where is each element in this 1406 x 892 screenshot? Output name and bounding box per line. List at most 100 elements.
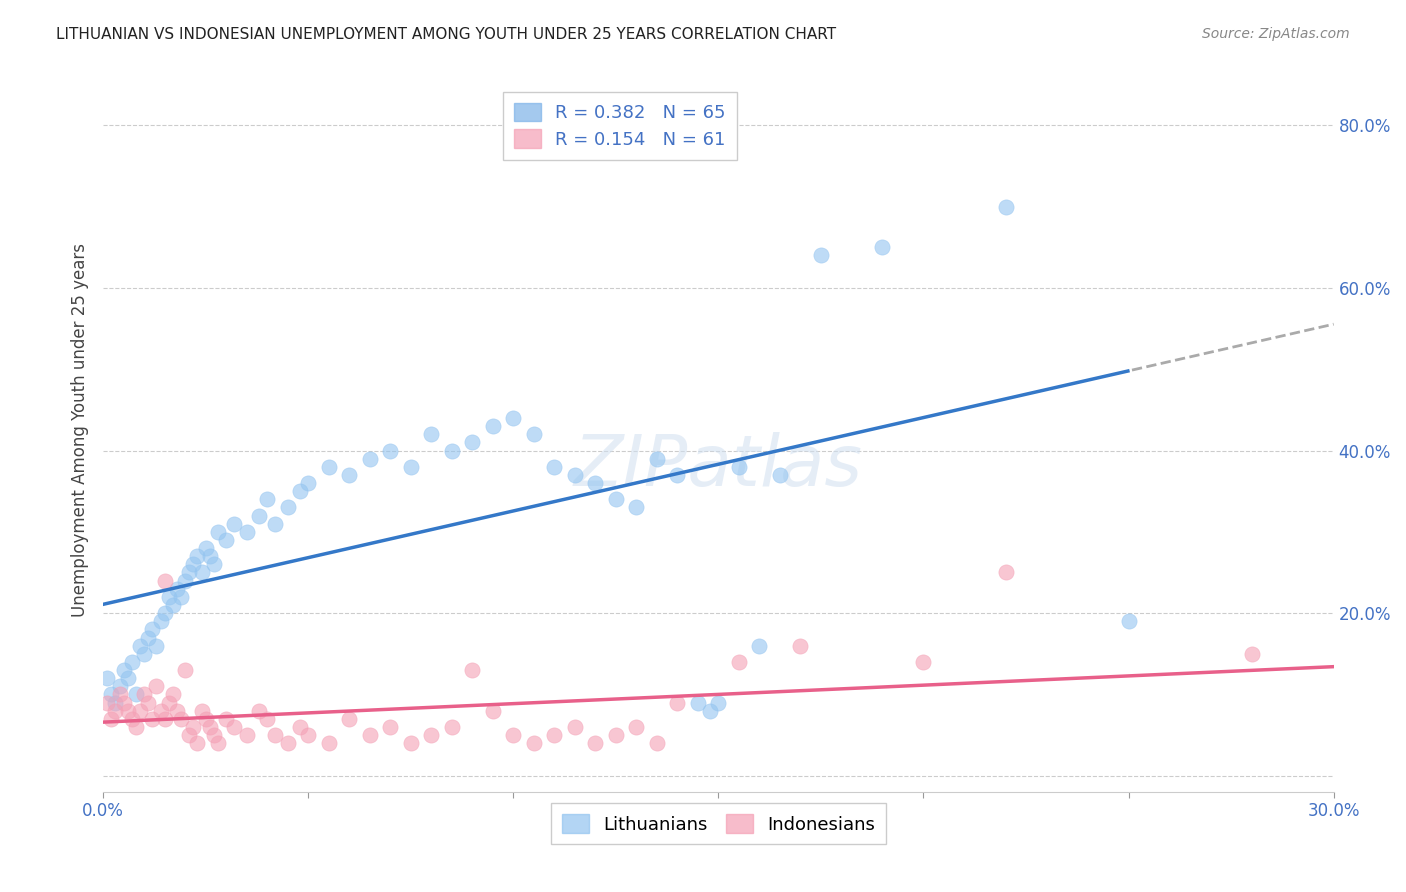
Text: Source: ZipAtlas.com: Source: ZipAtlas.com <box>1202 27 1350 41</box>
Point <box>912 655 935 669</box>
Point <box>162 688 184 702</box>
Point <box>108 679 131 693</box>
Point <box>112 663 135 677</box>
Point <box>136 631 159 645</box>
Point <box>769 467 792 482</box>
Point <box>380 720 402 734</box>
Point <box>112 696 135 710</box>
Point <box>170 712 193 726</box>
Y-axis label: Unemployment Among Youth under 25 years: Unemployment Among Youth under 25 years <box>72 244 89 617</box>
Point <box>810 248 832 262</box>
Point <box>157 590 180 604</box>
Point <box>235 524 257 539</box>
Point <box>145 679 167 693</box>
Point <box>202 728 225 742</box>
Point <box>224 516 246 531</box>
Point <box>166 582 188 596</box>
Point <box>748 639 770 653</box>
Point <box>728 655 751 669</box>
Point <box>247 508 270 523</box>
Point <box>1240 647 1263 661</box>
Point <box>994 200 1017 214</box>
Point <box>288 720 311 734</box>
Point <box>626 720 648 734</box>
Point <box>136 696 159 710</box>
Point <box>645 736 668 750</box>
Point <box>645 451 668 466</box>
Point <box>174 663 197 677</box>
Point <box>264 516 287 531</box>
Point <box>141 623 163 637</box>
Point <box>153 574 176 588</box>
Legend: Lithuanians, Indonesians: Lithuanians, Indonesians <box>551 804 886 845</box>
Point <box>100 688 122 702</box>
Point <box>166 704 188 718</box>
Point <box>461 663 484 677</box>
Point <box>605 728 627 742</box>
Point <box>100 712 122 726</box>
Point <box>337 467 360 482</box>
Point <box>359 451 381 466</box>
Point <box>117 704 139 718</box>
Point <box>194 712 217 726</box>
Point <box>96 696 118 710</box>
Point <box>666 696 689 710</box>
Point <box>186 736 208 750</box>
Point <box>666 467 689 482</box>
Point <box>183 720 205 734</box>
Point <box>523 736 546 750</box>
Point <box>789 639 811 653</box>
Point <box>564 720 586 734</box>
Point <box>121 712 143 726</box>
Point <box>318 459 340 474</box>
Point <box>605 492 627 507</box>
Point <box>134 647 156 661</box>
Point <box>420 427 443 442</box>
Point <box>190 566 212 580</box>
Point <box>502 728 524 742</box>
Point <box>153 712 176 726</box>
Point <box>202 558 225 572</box>
Point <box>277 736 299 750</box>
Point <box>125 688 148 702</box>
Point <box>215 533 238 547</box>
Point <box>149 704 172 718</box>
Point <box>108 688 131 702</box>
Point <box>224 720 246 734</box>
Point <box>141 712 163 726</box>
Text: LITHUANIAN VS INDONESIAN UNEMPLOYMENT AMONG YOUTH UNDER 25 YEARS CORRELATION CHA: LITHUANIAN VS INDONESIAN UNEMPLOYMENT AM… <box>56 27 837 42</box>
Point <box>583 736 606 750</box>
Point <box>297 476 319 491</box>
Point <box>256 712 278 726</box>
Point <box>461 435 484 450</box>
Point <box>256 492 278 507</box>
Point <box>380 443 402 458</box>
Point <box>235 728 257 742</box>
Point <box>337 712 360 726</box>
Point <box>207 524 229 539</box>
Point <box>399 736 422 750</box>
Point <box>481 419 503 434</box>
Point <box>626 500 648 515</box>
Point <box>174 574 197 588</box>
Point <box>872 240 894 254</box>
Point <box>502 411 524 425</box>
Point <box>247 704 270 718</box>
Point <box>104 696 127 710</box>
Point <box>481 704 503 718</box>
Point <box>162 598 184 612</box>
Point <box>523 427 546 442</box>
Point <box>117 671 139 685</box>
Point <box>215 712 238 726</box>
Point <box>104 704 127 718</box>
Point <box>198 549 221 564</box>
Point <box>194 541 217 555</box>
Point <box>96 671 118 685</box>
Point <box>543 728 565 742</box>
Text: ZIPatlas: ZIPatlas <box>574 432 863 501</box>
Point <box>129 639 152 653</box>
Point <box>420 728 443 742</box>
Point <box>288 484 311 499</box>
Point <box>149 614 172 628</box>
Point <box>699 704 721 718</box>
